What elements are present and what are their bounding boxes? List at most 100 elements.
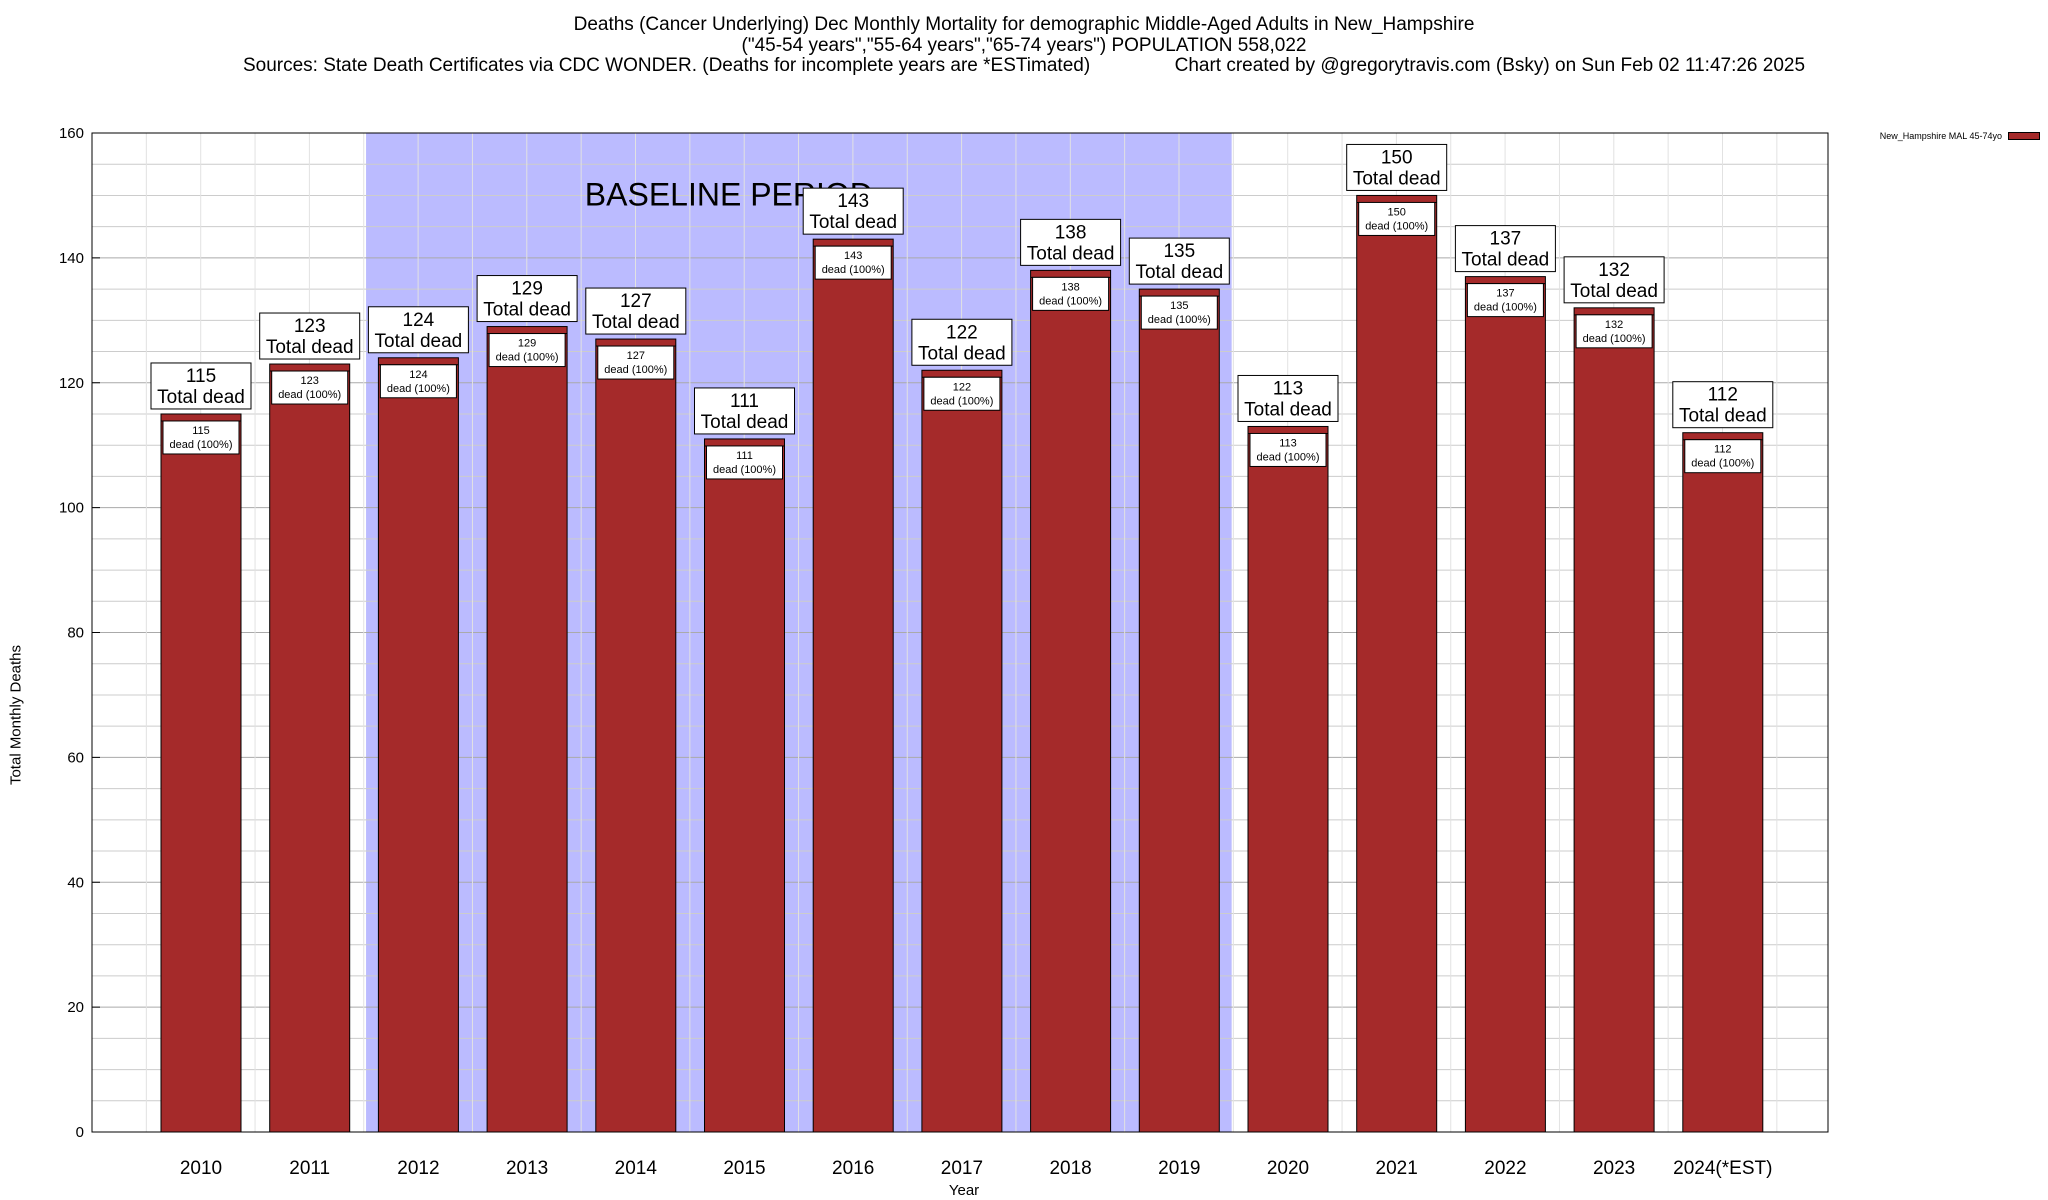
bar-inner-value: 135 xyxy=(1170,300,1188,312)
bar xyxy=(704,438,785,1133)
legend-label: New_Hampshire MAL 45-74yo xyxy=(1879,131,2002,141)
chart-subtitle: ("45-54 years","55-64 years","65-74 year… xyxy=(741,35,1307,56)
x-tick-label: 2024(*EST) xyxy=(1673,1158,1772,1179)
bar-inner-label-box xyxy=(1466,283,1544,318)
bar-total-label: Total dead xyxy=(1027,243,1115,264)
bar-total-value: 129 xyxy=(511,279,543,300)
bar-total-value: 143 xyxy=(837,191,869,212)
bar-total-label-box xyxy=(1563,256,1665,304)
bar xyxy=(377,357,459,1133)
x-tick-label: 2020 xyxy=(1267,1158,1309,1179)
bar xyxy=(486,326,568,1133)
bar-inner-label-box xyxy=(706,445,783,480)
bar-total-label: Total dead xyxy=(809,212,897,233)
bar-inner-value: 129 xyxy=(518,338,536,350)
bar-inner-percent: dead (100%) xyxy=(278,389,341,401)
y-tick-label: 100 xyxy=(59,500,84,517)
y-tick-label: 0 xyxy=(76,1124,84,1141)
bar xyxy=(1247,425,1329,1133)
bar-inner-label-box xyxy=(814,245,892,280)
bar-total-label: Total dead xyxy=(1244,399,1332,420)
bar-total-label: Total dead xyxy=(918,343,1006,364)
bar-inner-percent: dead (100%) xyxy=(1148,314,1211,326)
bar-inner-percent: dead (100%) xyxy=(170,439,233,451)
bar-total-value: 111 xyxy=(730,391,759,412)
y-tick-label: 80 xyxy=(67,625,84,642)
bar-total-value: 127 xyxy=(620,291,652,312)
bar-total-label-box xyxy=(1020,218,1122,266)
bar-inner-label-box xyxy=(162,420,240,455)
bar-total-label-box xyxy=(1237,374,1339,422)
x-tick-label: 2012 xyxy=(397,1158,439,1179)
bar-total-label: Total dead xyxy=(592,312,680,333)
y-axis-label: Total Monthly Deaths xyxy=(7,644,25,786)
legend-swatch xyxy=(2008,132,2040,140)
bar-total-value: 137 xyxy=(1490,229,1522,250)
x-tick-label: 2011 xyxy=(289,1158,330,1179)
bar-inner-value: 113 xyxy=(1279,437,1297,449)
bar xyxy=(812,238,894,1133)
bar-inner-label-box xyxy=(1358,201,1436,236)
bar-inner-percent: dead (100%) xyxy=(1474,302,1537,314)
bar-total-label: Total dead xyxy=(1353,168,1441,189)
bar-total-label-box xyxy=(1672,381,1774,429)
x-tick-label: 2021 xyxy=(1376,1158,1418,1179)
legend: New_Hampshire MAL 45-74yo xyxy=(1880,131,2040,141)
bar-inner-percent: dead (100%) xyxy=(1691,458,1754,470)
x-tick-label: 2016 xyxy=(832,1158,874,1179)
x-tick-label: 2019 xyxy=(1158,1158,1200,1179)
bar-inner-value: 127 xyxy=(627,350,645,362)
x-tick-label: 2010 xyxy=(180,1158,222,1179)
bar-total-value: 122 xyxy=(946,322,978,343)
bar-inner-value: 124 xyxy=(409,369,427,381)
bar-total-label: Total dead xyxy=(1570,281,1658,302)
x-tick-label: 2018 xyxy=(1049,1158,1091,1179)
bar-inner-value: 143 xyxy=(844,250,862,262)
bar-inner-value: 137 xyxy=(1496,288,1514,300)
bar-total-label: Total dead xyxy=(1679,406,1767,427)
bar-inner-percent: dead (100%) xyxy=(1365,220,1428,232)
bar-inner-label-box xyxy=(1140,295,1218,330)
bar-total-value: 112 xyxy=(1708,385,1738,406)
bar-total-label-box xyxy=(476,275,578,323)
bar-total-label-box xyxy=(802,187,904,235)
bar-total-value: 135 xyxy=(1163,241,1195,262)
bar-inner-percent: dead (100%) xyxy=(822,264,885,276)
bar-inner-label-box xyxy=(488,333,566,368)
x-tick-label: 2015 xyxy=(723,1158,765,1179)
bar-total-label-box xyxy=(150,362,252,410)
bar-inner-label-box xyxy=(1032,276,1110,311)
bar-total-label: Total dead xyxy=(1462,250,1550,271)
x-tick-label: 2014 xyxy=(615,1158,658,1179)
bar-inner-label-box xyxy=(1575,314,1653,349)
plot-frame xyxy=(91,132,1829,1133)
bar-inner-value: 150 xyxy=(1388,206,1406,218)
bar xyxy=(1030,269,1112,1133)
bar-total-label-box xyxy=(367,306,469,354)
bar-total-label-box xyxy=(1128,237,1230,285)
bar xyxy=(269,363,351,1133)
bar-inner-percent: dead (100%) xyxy=(387,383,450,395)
bar-total-value: 115 xyxy=(186,366,216,387)
x-tick-label: 2022 xyxy=(1484,1158,1526,1179)
bar xyxy=(1464,276,1546,1133)
chart-source-note: Sources: State Death Certificates via CD… xyxy=(242,55,1806,76)
bar-inner-label-box xyxy=(379,364,457,399)
y-tick-label: 160 xyxy=(59,125,84,142)
bar-total-label: Total dead xyxy=(375,331,463,352)
bar xyxy=(1356,194,1438,1133)
bar-total-label: Total dead xyxy=(157,387,245,408)
bar-inner-value: 115 xyxy=(192,425,210,437)
x-axis-label: Year xyxy=(948,1182,980,1199)
bar-inner-label-box xyxy=(271,370,349,405)
bar-inner-value: 122 xyxy=(953,381,971,393)
bar xyxy=(1573,307,1655,1133)
y-tick-label: 40 xyxy=(67,874,84,891)
bar-total-label: Total dead xyxy=(1135,262,1223,283)
chart-title: Deaths (Cancer Underlying) Dec Monthly M… xyxy=(573,14,1475,35)
bar-total-value: 113 xyxy=(1273,378,1303,399)
y-tick-label: 20 xyxy=(67,999,84,1016)
bar-inner-label-box xyxy=(923,376,1001,411)
bar-total-value: 132 xyxy=(1598,260,1630,281)
